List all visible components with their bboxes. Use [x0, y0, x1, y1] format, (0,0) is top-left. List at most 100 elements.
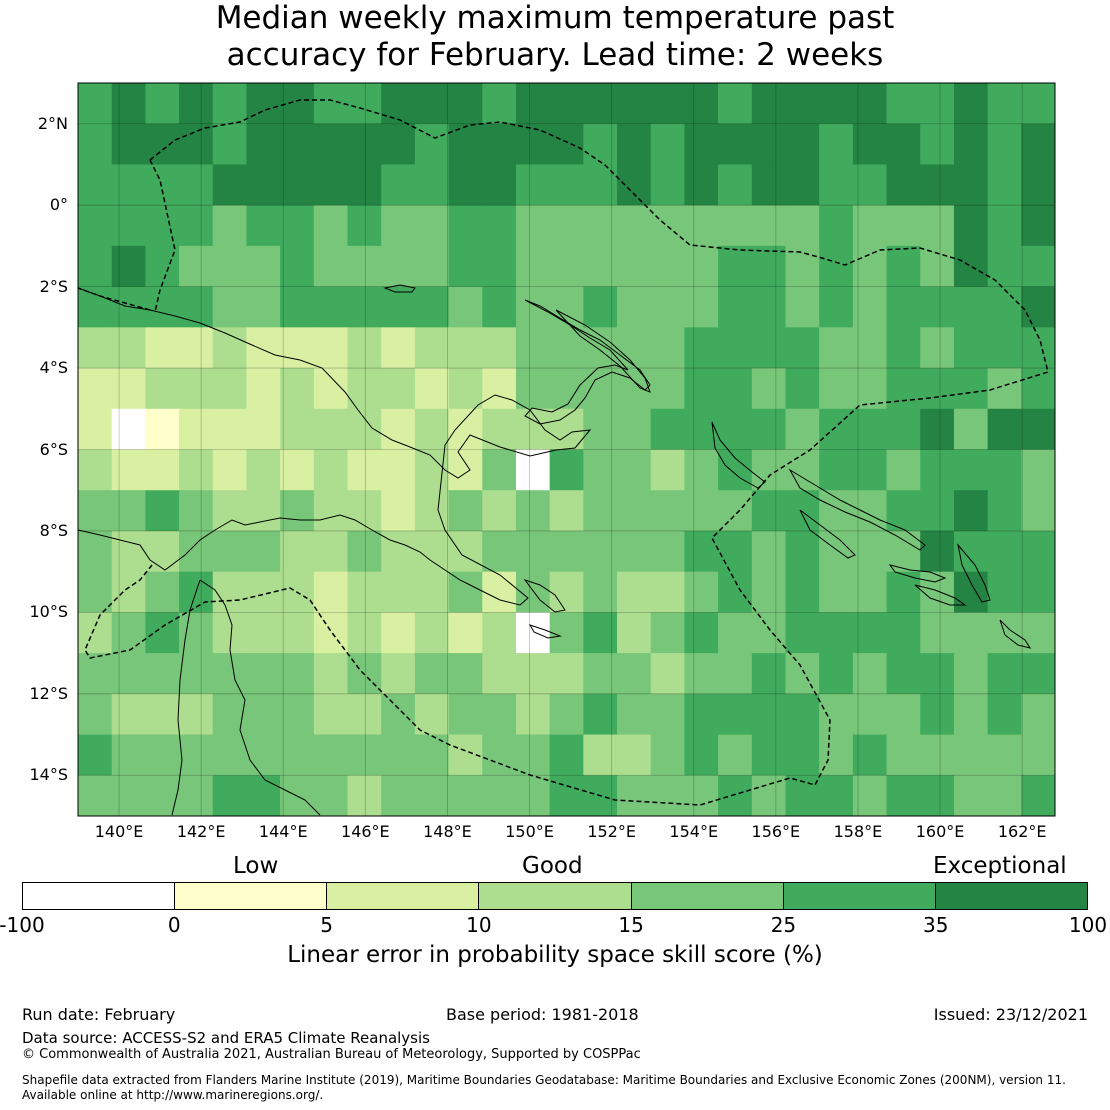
grid-cell — [785, 408, 820, 451]
grid-cell — [515, 245, 551, 288]
grid-cell — [482, 327, 517, 369]
grid-cell — [448, 245, 483, 288]
colorbar-segment — [23, 883, 175, 909]
rossel-coastline — [528, 624, 562, 639]
grid-cell — [617, 408, 652, 451]
grid-cell — [549, 449, 584, 491]
grid-cell — [920, 164, 955, 206]
grid-cell — [145, 449, 180, 491]
grid-cell — [347, 164, 382, 206]
grid-cell — [515, 164, 551, 206]
grid-cell — [280, 164, 315, 206]
grid-cell — [313, 571, 349, 613]
grid-cell — [819, 653, 854, 695]
grid-cell — [246, 571, 281, 613]
louisiade-coastline — [523, 579, 566, 613]
grid-cell — [920, 775, 955, 816]
longitude-label: 158°E — [833, 822, 883, 841]
grid-cell — [751, 164, 787, 206]
bougainville-coastline — [711, 421, 766, 489]
grid-cell — [347, 530, 382, 573]
grid-cell — [482, 368, 517, 410]
grid-cell — [751, 327, 787, 369]
grid-cell — [246, 286, 281, 328]
grid-cell — [617, 286, 652, 328]
grid-cell — [482, 245, 517, 288]
grid-cell — [448, 164, 483, 206]
grid-cell — [785, 123, 820, 166]
grid-cell — [246, 734, 281, 776]
grid-cell — [684, 734, 719, 776]
grid-cell — [111, 693, 146, 736]
colorbar-segment — [782, 883, 935, 909]
grid-cell — [515, 123, 551, 166]
latitude-label: 4°S — [39, 358, 68, 378]
grid-cell — [819, 449, 854, 491]
grid-cell — [212, 408, 248, 451]
grid-cell — [987, 123, 1022, 166]
grid-cell — [819, 286, 854, 328]
grid-cell — [549, 164, 584, 206]
grid-cell — [785, 693, 820, 736]
grid-cell — [179, 123, 214, 166]
grid-cell — [280, 449, 315, 491]
grid-cell — [78, 245, 113, 288]
grid-cell — [515, 490, 551, 532]
grid-cell — [1021, 205, 1055, 247]
grid-cell — [78, 490, 113, 532]
grid-cell — [785, 368, 820, 410]
grid-cell — [381, 327, 416, 369]
grid-cell — [1021, 83, 1055, 125]
longitude-label: 144°E — [258, 822, 308, 841]
grid-cell — [448, 775, 483, 816]
longitude-label: 154°E — [669, 822, 719, 841]
grid-cell — [381, 490, 416, 532]
grid-cell — [1021, 571, 1055, 613]
latitude-label: 6°S — [39, 439, 68, 459]
base-period: Base period: 1981-2018 — [446, 1005, 639, 1024]
grid-cell — [583, 571, 618, 613]
grid-cell — [111, 83, 146, 125]
solomon-coastline-2 — [799, 509, 856, 559]
colorbar-tick-label: 35 — [922, 913, 949, 937]
grid-cell — [886, 245, 921, 288]
grid-cell — [650, 123, 686, 166]
grid-cell — [482, 693, 517, 736]
grid-cell — [785, 164, 820, 206]
grid-cell — [313, 164, 349, 206]
grid-cell — [246, 612, 281, 654]
grid-cell — [448, 490, 483, 532]
grid-cell — [482, 408, 517, 451]
grid-cell — [819, 164, 854, 206]
grid-cell — [347, 693, 382, 736]
grid-cell — [987, 490, 1022, 532]
grid-cell — [785, 490, 820, 532]
grid-cell — [179, 775, 214, 816]
grid-cell — [718, 693, 753, 736]
grid-cell — [448, 327, 483, 369]
grid-cell — [886, 205, 921, 247]
grid-cell — [381, 449, 416, 491]
grid-cell — [448, 449, 483, 491]
grid-cell — [347, 408, 382, 451]
new-britain-coastline — [524, 299, 651, 425]
grid-cell — [953, 123, 989, 166]
grid-cell — [650, 571, 686, 613]
grid-cell — [549, 205, 584, 247]
category-low: Low — [233, 853, 279, 879]
grid-cell — [212, 775, 248, 816]
grid-cell — [819, 612, 854, 654]
grid-cell — [78, 693, 113, 736]
grid-cell — [650, 775, 686, 816]
grid-cell — [886, 734, 921, 776]
grid-cell — [280, 408, 315, 451]
grid-cell — [684, 205, 719, 247]
grid-cell — [684, 571, 719, 613]
cape-york-coastline — [171, 579, 321, 816]
grid-cell — [953, 775, 989, 816]
grid-cell — [718, 368, 753, 410]
grid-cell — [953, 408, 989, 451]
grid-cell — [953, 653, 989, 695]
grid-cell — [414, 653, 450, 695]
